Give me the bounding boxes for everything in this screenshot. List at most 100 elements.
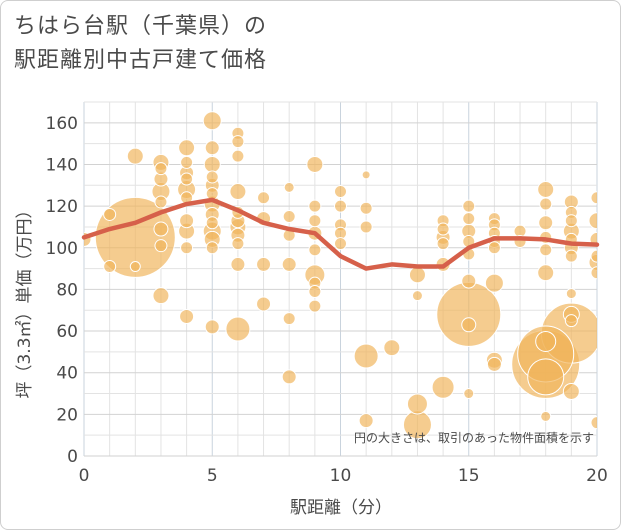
bubble-point — [462, 212, 476, 226]
bubble-point — [180, 155, 194, 169]
bubble-point — [154, 162, 168, 176]
bubble-point — [282, 312, 296, 326]
bubble-point — [205, 216, 219, 230]
bubble-point — [539, 243, 553, 257]
bubble-point — [461, 317, 477, 333]
bubble-point — [487, 241, 501, 255]
bubble-point — [256, 296, 272, 312]
x-tick-label: 0 — [79, 466, 90, 486]
bubble-point — [179, 308, 195, 324]
bubble-point — [103, 260, 117, 274]
bubble-point — [527, 358, 565, 396]
bubble-point — [484, 273, 504, 293]
bubble-point — [565, 288, 577, 300]
bubble-point — [203, 155, 221, 173]
bubble-point — [564, 249, 578, 263]
y-tick-label: 120 — [46, 197, 78, 217]
chart-title-line-2: 駅距離別中古戸建て価格 — [14, 48, 268, 73]
bubble-point — [308, 199, 322, 213]
bubble-point — [590, 416, 597, 430]
bubble-point — [152, 287, 170, 305]
bubble-point — [306, 155, 324, 173]
bubble-point — [281, 369, 297, 385]
x-tick-label: 20 — [586, 466, 608, 486]
bubble-point — [535, 330, 557, 352]
y-tick-label: 40 — [56, 364, 78, 384]
bubble-point — [204, 140, 220, 156]
bubble-point — [564, 314, 578, 328]
bubble-point — [562, 382, 580, 400]
bubble-point — [590, 249, 597, 263]
bubble-point — [486, 356, 502, 372]
bubble-point — [282, 210, 296, 224]
bubble-point — [283, 181, 295, 193]
y-tick-label: 160 — [46, 114, 78, 134]
bubble-point — [126, 147, 144, 165]
x-axis-ticks: 0 5 10 15 20 — [79, 466, 608, 486]
bubble-point — [202, 111, 222, 131]
bubble-point — [281, 256, 297, 272]
x-tick-label: 5 — [207, 466, 218, 486]
bubble-point — [590, 266, 597, 280]
bubble-point — [179, 213, 195, 229]
chart-title: ちはら台駅（千葉県）の 駅距離別中古戸建て価格 — [14, 10, 267, 78]
bubble-point — [431, 375, 455, 399]
bubble-point — [436, 237, 450, 251]
bubble-point — [383, 339, 401, 357]
bubble-point — [180, 172, 194, 186]
bubble-point — [308, 284, 322, 298]
x-tick-label: 15 — [458, 466, 480, 486]
y-tick-label: 0 — [67, 447, 78, 467]
bubble-point — [308, 243, 322, 257]
bubble-point — [461, 273, 477, 289]
bubble-point — [588, 212, 597, 230]
bubble-point — [154, 239, 168, 253]
bubble-point — [411, 290, 423, 302]
bubble-point — [225, 316, 251, 342]
bubble-size-note: 円の大きさは、取引のあった物件面積を示す — [354, 430, 594, 445]
bubble-series — [84, 111, 597, 440]
bubble-point — [334, 185, 347, 199]
bubble-point — [463, 388, 475, 400]
bubble-point — [359, 201, 373, 215]
bubble-point — [153, 221, 169, 237]
x-axis-title: 駅距離（分） — [290, 498, 392, 518]
bubble-point — [204, 319, 220, 335]
bubble-point — [154, 195, 168, 209]
bubble-point — [361, 170, 371, 180]
bubble-point — [462, 199, 476, 213]
bubble-point — [406, 393, 428, 415]
bubble-point — [436, 222, 450, 236]
bubble-point — [539, 197, 553, 211]
bubble-point — [353, 343, 379, 369]
bubble-point — [408, 266, 426, 284]
y-axis-title: 坪（3.3㎡）単価（万円） — [15, 201, 35, 398]
bubble-point — [359, 220, 373, 234]
bubble-point — [334, 237, 347, 251]
bubble-point — [230, 256, 246, 272]
bubble-point — [229, 183, 247, 201]
y-tick-label: 20 — [56, 405, 78, 425]
y-tick-label: 80 — [56, 280, 78, 300]
chart-title-line-1: ちはら台駅（千葉県）の — [14, 14, 268, 39]
bubble-point — [590, 191, 597, 205]
bubble-point — [205, 241, 219, 255]
bubble-point — [358, 413, 374, 429]
bubble-point — [564, 214, 578, 228]
bubble-point — [231, 237, 245, 251]
bubble-point — [180, 241, 194, 255]
trend-line — [81, 197, 600, 271]
bubble-point — [334, 199, 347, 213]
x-tick-label: 10 — [330, 466, 352, 486]
bubble-point — [205, 170, 219, 184]
bubble-point — [103, 207, 117, 221]
bubble-point — [537, 180, 555, 198]
y-tick-label: 100 — [46, 239, 78, 259]
bubble-point — [231, 149, 245, 163]
bubble-point — [537, 264, 555, 282]
trend-line-series — [81, 197, 600, 271]
y-tick-label: 60 — [56, 322, 78, 342]
bubble-point — [538, 215, 554, 231]
bubble-point — [540, 410, 552, 422]
